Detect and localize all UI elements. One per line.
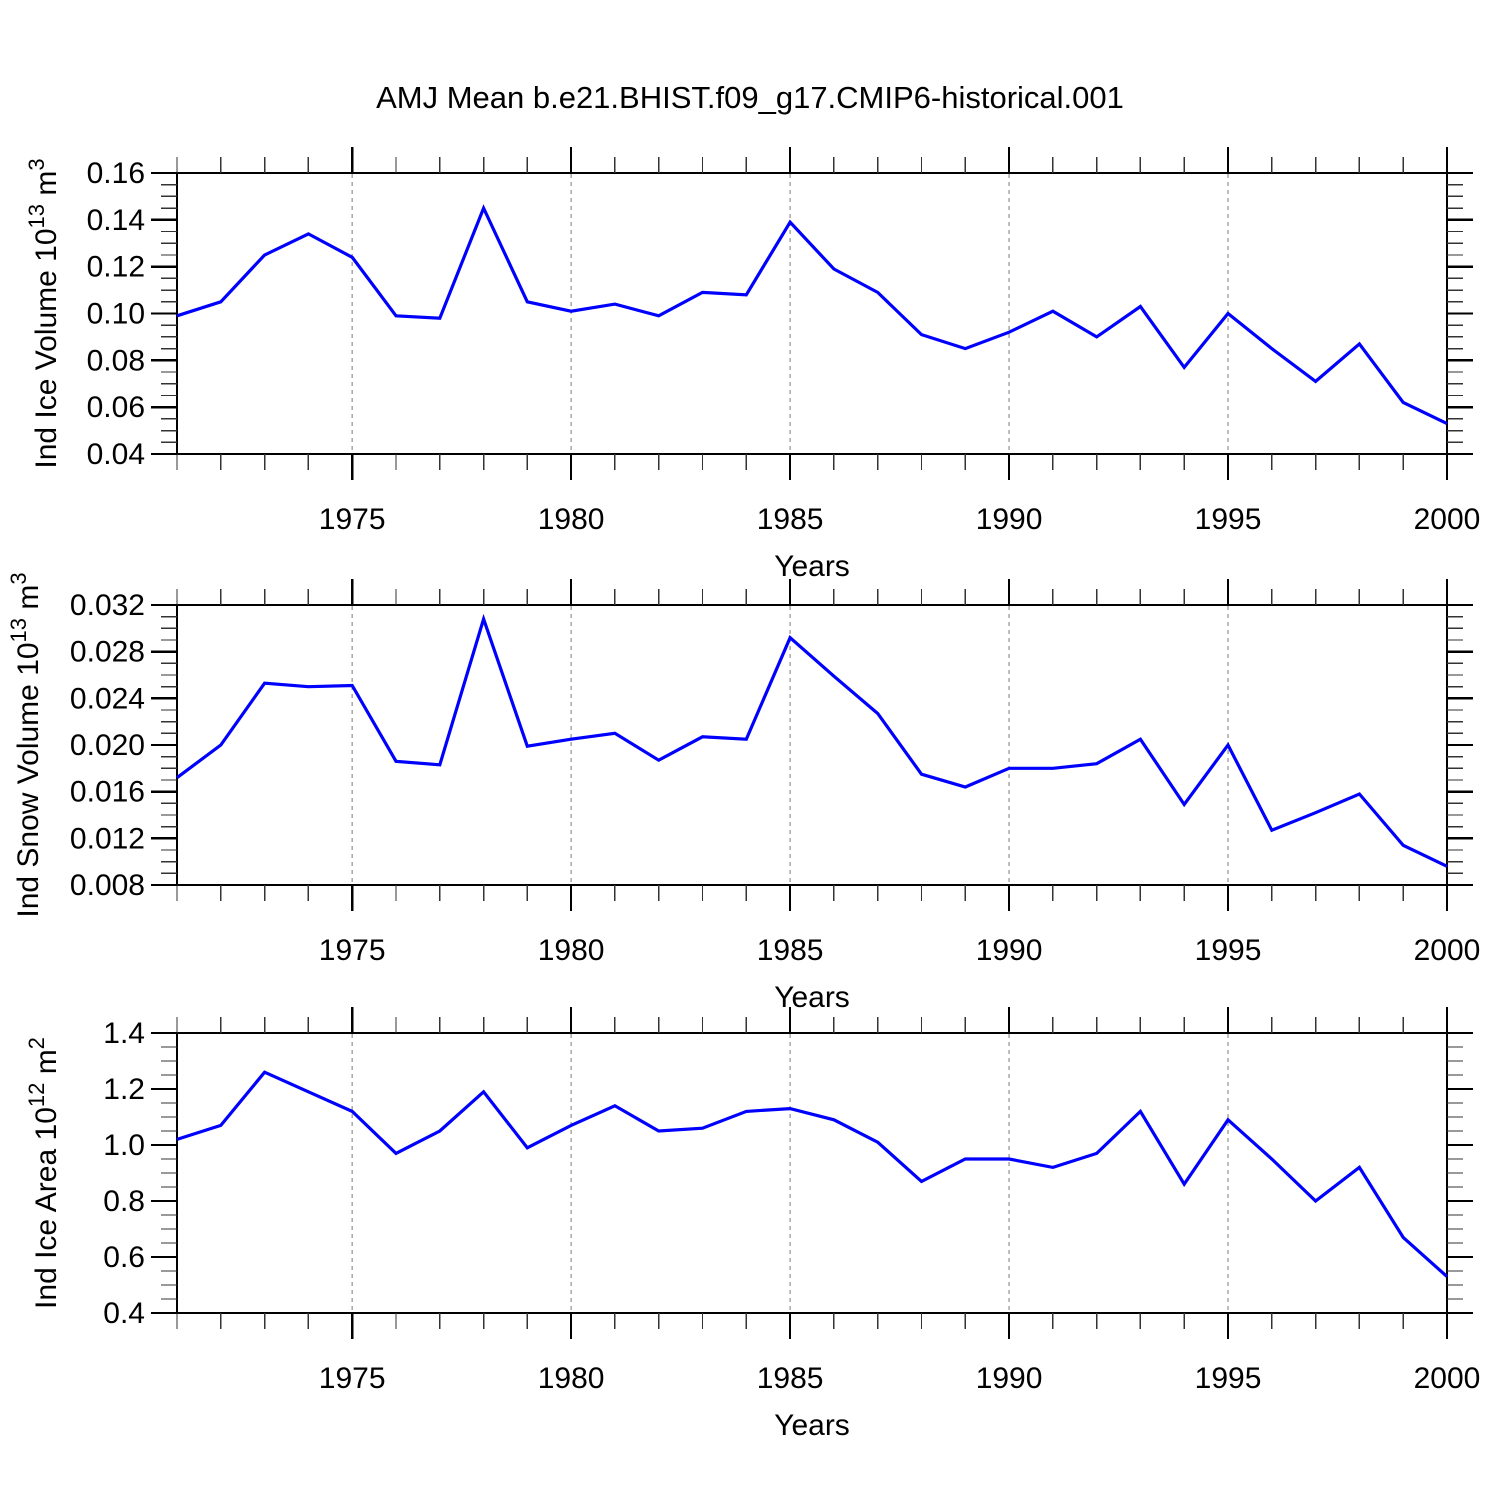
x-tick-label: 1990 <box>976 934 1043 967</box>
panel-1: 0.04 0.06 0.08 0.10 0.12 0.14 0.16 1975 1980 1985… <box>24 147 1480 583</box>
panel-3: 0.4 0.6 0.8 1.0 1.2 1.4 1975 1980 1985 1990 1995 20… <box>24 1007 1480 1442</box>
y-tick-label: 0.6 <box>103 1241 145 1274</box>
ticks-group <box>151 147 1473 480</box>
plot-box <box>175 1031 1449 1315</box>
y-tick-label: 0.024 <box>70 682 145 715</box>
x-tick-label: 1995 <box>1195 934 1262 967</box>
y-axis-title-superscript: 2 <box>24 1037 49 1049</box>
y-axis-title-text: m <box>30 171 63 204</box>
x-tick-label: 1975 <box>319 503 386 536</box>
y-axis-title-superscript: 13 <box>24 204 49 228</box>
x-tick-label: 1995 <box>1195 503 1262 536</box>
x-axis-title: Years <box>774 981 850 1014</box>
x-tick-label: 2000 <box>1414 503 1481 536</box>
y-tick-label: 1.0 <box>103 1129 145 1162</box>
y-tick-label: 0.04 <box>87 438 145 471</box>
x-tick-label: 2000 <box>1414 934 1481 967</box>
x-tick-label: 1990 <box>976 503 1043 536</box>
y-tick-label: 0.4 <box>103 1297 145 1330</box>
data-line-series <box>176 204 1448 426</box>
y-axis-title-superscript: 12 <box>24 1083 49 1107</box>
y-tick-label: 0.012 <box>70 822 145 855</box>
x-axis-title: Years <box>774 1409 850 1442</box>
y-tick-label: 0.016 <box>70 776 145 809</box>
plot-box <box>175 603 1449 887</box>
y-axis-title-superscript: 3 <box>24 158 49 170</box>
y-axis-title-text: Ind Ice Volume 10 <box>30 228 63 468</box>
y-axis-title-text: Ind Snow Volume 10 <box>12 642 45 917</box>
y-tick-label: 0.16 <box>87 157 145 190</box>
figure-title: AMJ Mean b.e21.BHIST.f09_g17.CMIP6-histo… <box>376 80 1124 115</box>
y-axis-title-text: Ind Ice Area 10 <box>30 1107 63 1309</box>
data-line-series <box>176 613 1448 868</box>
y-tick-label: 0.020 <box>70 729 145 762</box>
x-tick-label: 1980 <box>538 1362 605 1395</box>
y-axis-title: Ind Ice Area 1012 m2 <box>24 1037 63 1309</box>
y-tick-label: 0.10 <box>87 298 145 331</box>
x-tick-label: 1975 <box>319 1362 386 1395</box>
x-axis-title: Years <box>774 550 850 583</box>
y-tick-label: 0.08 <box>87 344 145 377</box>
y-tick-label: 0.8 <box>103 1185 145 1218</box>
y-tick-label: 0.028 <box>70 636 145 669</box>
y-tick-label: 1.2 <box>103 1073 145 1106</box>
y-axis-title-superscript: 3 <box>6 572 31 584</box>
y-tick-label: 0.14 <box>87 204 145 237</box>
ticks-group <box>151 579 1473 911</box>
y-axis-title-superscript: 13 <box>6 618 31 642</box>
y-tick-label: 1.4 <box>103 1017 145 1050</box>
x-tick-label: 1985 <box>757 503 824 536</box>
y-tick-label: 0.032 <box>70 589 145 622</box>
panel-2: 0.008 0.012 0.016 0.020 0.024 0.028 0.032 1975 1… <box>6 572 1480 1014</box>
x-tick-label: 1980 <box>538 503 605 536</box>
y-tick-label: 0.12 <box>87 251 145 284</box>
y-tick-label: 0.06 <box>87 391 145 424</box>
x-tick-label: 1985 <box>757 934 824 967</box>
y-axis-title-text: m <box>12 585 45 618</box>
y-axis-title-text: m <box>30 1049 63 1082</box>
y-axis-title: Ind Ice Volume 1013 m3 <box>24 158 63 468</box>
ticks-group <box>151 1007 1473 1339</box>
plot-box <box>175 171 1449 456</box>
x-tick-label: 1990 <box>976 1362 1043 1395</box>
x-tick-label: 1975 <box>319 934 386 967</box>
y-axis-title: Ind Snow Volume 1013 m3 <box>6 572 45 917</box>
x-tick-label: 1985 <box>757 1362 824 1395</box>
x-tick-label: 1980 <box>538 934 605 967</box>
y-tick-label: 0.008 <box>70 869 145 902</box>
data-line-series <box>176 1070 1449 1278</box>
x-tick-label: 2000 <box>1414 1362 1481 1395</box>
x-tick-label: 1995 <box>1195 1362 1262 1395</box>
